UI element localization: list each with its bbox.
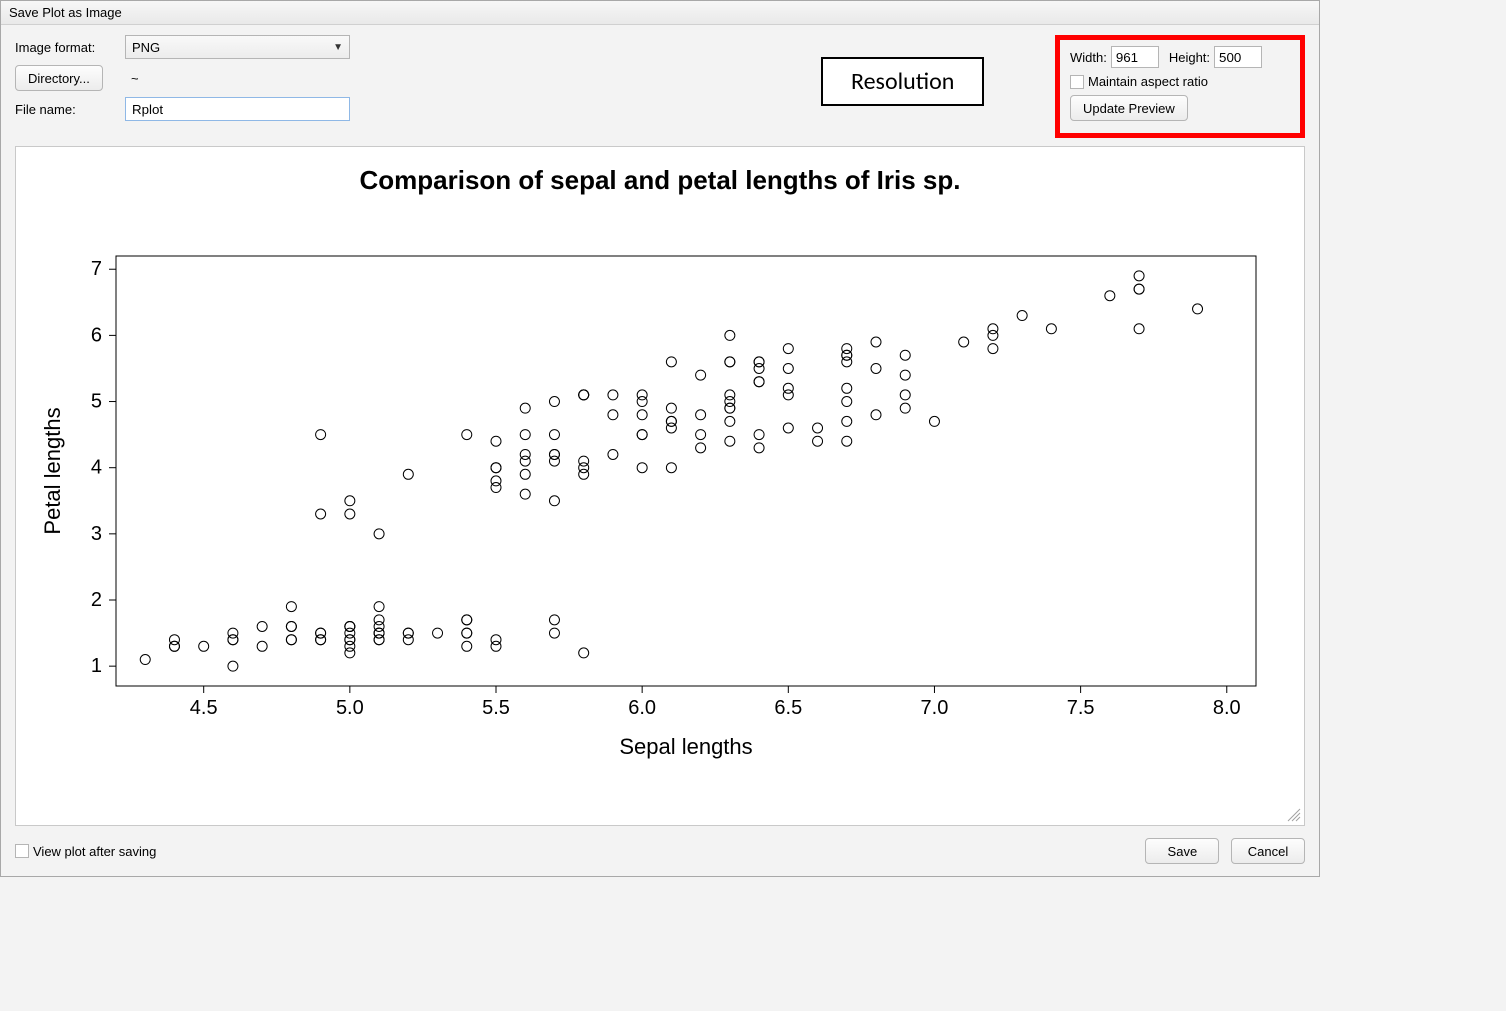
dialog-footer: View plot after saving Save Cancel [1, 826, 1319, 876]
view-after-saving-label: View plot after saving [33, 844, 156, 859]
svg-text:6.0: 6.0 [628, 697, 656, 719]
svg-text:7.5: 7.5 [1067, 697, 1095, 719]
file-name-input[interactable] [125, 97, 350, 121]
svg-text:Sepal lengths: Sepal lengths [619, 734, 752, 759]
svg-text:2: 2 [91, 589, 102, 611]
annotation-resolution: Resolution [821, 57, 984, 106]
options-area: Image format: PNG ▼ Directory... ~ File … [1, 25, 1319, 146]
resize-grip-icon[interactable] [1286, 807, 1302, 823]
image-format-label: Image format: [15, 40, 125, 55]
svg-text:5: 5 [91, 391, 102, 413]
chart-title: Comparison of sepal and petal lengths of… [16, 165, 1304, 196]
cancel-button-label: Cancel [1248, 844, 1288, 859]
svg-text:7: 7 [91, 258, 102, 280]
plot-preview: Comparison of sepal and petal lengths of… [15, 146, 1305, 826]
save-button[interactable]: Save [1145, 838, 1219, 864]
svg-text:6: 6 [91, 324, 102, 346]
chevron-down-icon: ▼ [333, 42, 343, 53]
cancel-button[interactable]: Cancel [1231, 838, 1305, 864]
maintain-aspect-label: Maintain aspect ratio [1088, 74, 1208, 89]
save-plot-dialog: Save Plot as Image Image format: PNG ▼ D… [0, 0, 1320, 877]
view-after-saving-checkbox[interactable] [15, 844, 29, 858]
svg-text:5.0: 5.0 [336, 697, 364, 719]
image-format-dropdown[interactable]: PNG ▼ [125, 35, 350, 59]
directory-button[interactable]: Directory... [15, 65, 103, 91]
svg-text:4: 4 [91, 457, 102, 479]
svg-text:6.5: 6.5 [774, 697, 802, 719]
maintain-aspect-checkbox[interactable] [1070, 75, 1084, 89]
width-label: Width: [1070, 50, 1107, 65]
file-options-form: Image format: PNG ▼ Directory... ~ File … [15, 35, 350, 138]
svg-text:Petal lengths: Petal lengths [40, 407, 65, 534]
image-format-value: PNG [132, 40, 160, 55]
directory-button-label: Directory... [28, 71, 90, 86]
directory-value: ~ [131, 71, 139, 86]
width-input[interactable] [1111, 46, 1159, 68]
svg-text:8.0: 8.0 [1213, 697, 1241, 719]
svg-text:5.5: 5.5 [482, 697, 510, 719]
svg-text:4.5: 4.5 [190, 697, 218, 719]
save-button-label: Save [1168, 844, 1198, 859]
svg-text:7.0: 7.0 [921, 697, 949, 719]
file-name-label: File name: [15, 102, 125, 117]
resolution-panel: Width: Height: Maintain aspect ratio Upd… [1055, 35, 1305, 138]
svg-text:3: 3 [91, 523, 102, 545]
height-input[interactable] [1214, 46, 1262, 68]
update-preview-button[interactable]: Update Preview [1070, 95, 1188, 121]
update-preview-label: Update Preview [1083, 101, 1175, 116]
svg-text:1: 1 [91, 655, 102, 677]
dialog-title: Save Plot as Image [1, 1, 1319, 25]
scatter-chart: 4.5 5.0 5.5 6.0 6.5 7.0 7.5 8.0 1 2 3 4 5 6 7 Sepal len… [16, 196, 1306, 816]
height-label: Height: [1169, 50, 1210, 65]
